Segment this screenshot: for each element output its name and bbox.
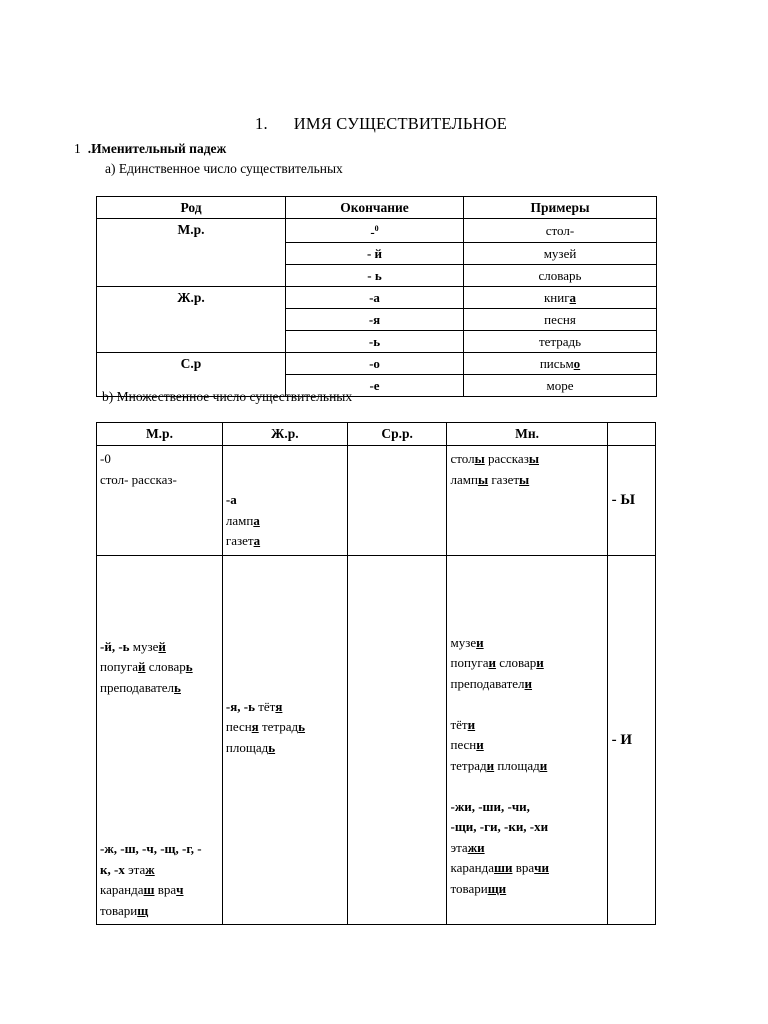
- cell-ending-y-short: - й: [285, 242, 464, 266]
- text-line: -й, -ь музей: [100, 638, 166, 654]
- cell-suffix-y: - Ы: [606, 445, 657, 556]
- cell-plural-i: музеи попугаи словари преподаватели тёти…: [446, 554, 608, 925]
- cell-ending-soft-sign: - ь: [285, 264, 464, 288]
- cell-gender-masculine: М.р.: [96, 217, 286, 288]
- text-line: песни: [450, 737, 484, 752]
- cell-example-tetrad: тетрадь: [463, 330, 657, 354]
- text-line: стол- рассказ-: [100, 471, 177, 487]
- table-row-header: М.р. Ж.р. Ср.р. Мн.: [96, 422, 657, 446]
- case-heading: 1 .Именительный падеж: [74, 141, 226, 157]
- text-line: товарищи: [450, 880, 507, 896]
- cell-suffix-i: - И: [606, 554, 657, 925]
- case-heading-index: 1: [74, 141, 81, 156]
- page-title-number: 1.: [255, 114, 268, 133]
- text-line: карандаши врачи: [450, 860, 549, 875]
- cell-example-kniga: книга: [463, 286, 657, 310]
- column-header-plural: Мн.: [446, 422, 608, 446]
- text-line: газета: [225, 533, 261, 548]
- cell-ending-soft-sign-fem: -ь: [285, 330, 464, 354]
- table-row: Ж.р. -а книга: [96, 286, 657, 354]
- cell-plural-y: столы рассказы лампы газеты: [446, 445, 608, 556]
- table-row: М.р. -0 стол-: [96, 217, 657, 288]
- subheading-singular: a) Единственное число существительных: [105, 161, 343, 176]
- text-line: -жи, -ши, -чи,: [450, 798, 530, 814]
- cell-neuter-empty: [346, 445, 448, 556]
- table-row: -й, -ь музей попугай словарь преподавате…: [96, 554, 657, 925]
- text-line: музеи: [450, 634, 484, 650]
- text-line: преподаватель: [100, 679, 181, 695]
- column-header-examples: Примеры: [463, 196, 657, 219]
- column-header-neuter: Ср.р.: [346, 422, 448, 446]
- text-line: преподаватели: [450, 675, 533, 691]
- table-row: -е море: [97, 374, 657, 398]
- cell-ending-a: -а: [285, 286, 464, 310]
- cell-neuter-empty: [346, 554, 448, 925]
- cell-masculine-hard: -0 стол- рассказ-: [96, 445, 223, 556]
- text-line: попугай словарь: [100, 659, 193, 674]
- column-header-feminine: Ж.р.: [221, 422, 348, 446]
- cell-example-pismo: письмо: [463, 352, 657, 376]
- column-header-masculine: М.р.: [96, 422, 223, 446]
- text-line: -0: [100, 451, 111, 466]
- text-line-spacer: [450, 694, 606, 715]
- text-line: этажи: [450, 839, 485, 855]
- text-line: тетради площади: [450, 757, 548, 773]
- text-line: товарищ: [100, 902, 149, 918]
- cell-example-more: море: [463, 374, 657, 398]
- subheading-plural: b) Множественное число существительных: [102, 389, 353, 404]
- cell-example-muzey: музей: [463, 242, 657, 266]
- text-line: к, -х этаж: [100, 861, 155, 877]
- text-line: -ж, -ш, -ч, -щ, -г, -: [100, 841, 202, 856]
- text-line: карандаш врач: [100, 882, 184, 897]
- cell-example-slovar: словарь: [463, 264, 657, 288]
- cell-example-stol: стол-: [463, 217, 657, 244]
- text-line: -щи, -ги, -ки, -хи: [450, 819, 549, 834]
- text-line: песня тетрадь: [225, 719, 306, 734]
- text-line-spacer: [450, 776, 606, 797]
- table-row: -0 стол- рассказ- -а лампа газета столы …: [96, 445, 657, 556]
- column-header-ending: Окончание: [285, 196, 464, 219]
- table-plural-nouns: М.р. Ж.р. Ср.р. Мн. -0 стол- рассказ- -а: [96, 422, 657, 925]
- text-line: -я, -ь тётя: [225, 698, 283, 714]
- text-line: лампы газеты: [450, 471, 530, 487]
- case-heading-text: .Именительный падеж: [87, 141, 227, 156]
- cell-ending-zero: -0: [285, 217, 464, 244]
- cell-feminine-soft: -я, -ь тётя песня тетрадь площадь: [221, 554, 348, 925]
- page-title: 1. ИМЯ СУЩЕСТВИТЕЛЬНОЕ: [255, 114, 507, 134]
- table-singular-nouns: Род Окончание Примеры М.р. -0 стол- - й …: [96, 196, 657, 398]
- table-row-header: Род Окончание Примеры: [96, 196, 657, 219]
- cell-ending-o: -о: [285, 352, 464, 376]
- page-title-text: ИМЯ СУЩЕСТВИТЕЛЬНОЕ: [293, 114, 508, 133]
- table-row: С.р -о письмо: [96, 352, 657, 398]
- text-line: площадь: [225, 739, 276, 755]
- text-line: -а: [225, 492, 237, 507]
- column-header-gender: Род: [96, 196, 286, 219]
- text-line: столы рассказы: [450, 451, 539, 466]
- cell-feminine-a: -а лампа газета: [221, 445, 348, 556]
- cell-ending-ya: -я: [285, 308, 464, 332]
- table-row: -ь тетрадь: [97, 330, 657, 354]
- column-header-suffix: [606, 422, 657, 446]
- cell-example-pesnya: песня: [463, 308, 657, 332]
- text-line: лампа: [225, 512, 260, 528]
- cell-gender-feminine: Ж.р.: [96, 286, 286, 354]
- cell-gender-neuter: С.р: [96, 352, 286, 398]
- text-line: тёти: [450, 716, 476, 732]
- cell-masculine-soft-and-sibilant: -й, -ь музей попугай словарь преподавате…: [96, 554, 223, 925]
- text-line: попугаи словари: [450, 655, 544, 670]
